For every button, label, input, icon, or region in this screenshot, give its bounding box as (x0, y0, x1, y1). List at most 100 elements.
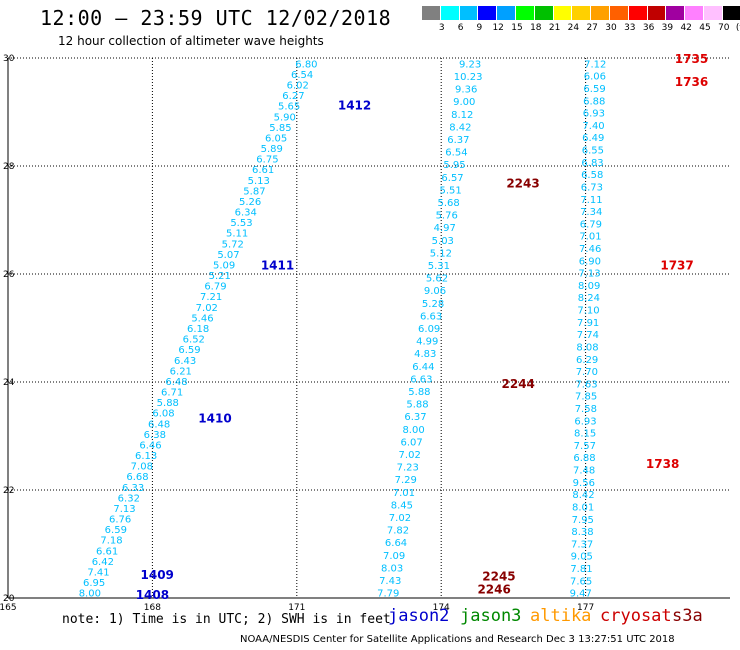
colorbar-tick-label: 12 (492, 23, 504, 33)
wave-height-value: 5.11 (226, 229, 248, 240)
wave-height-value: 7.01 (393, 488, 415, 499)
wave-height-value: 5.88 (406, 400, 428, 411)
x-tick-label: 165 (0, 603, 17, 613)
colorbar-swatch (422, 6, 440, 20)
wave-height-value: 5.87 (243, 186, 265, 197)
wave-height-value: 6.54 (445, 148, 467, 159)
wave-height-value: 6.48 (148, 419, 170, 430)
pass-time-label: 2246 (477, 582, 510, 596)
wave-height-value: 5.65 (278, 102, 300, 113)
wave-height-value: 6.54 (291, 70, 313, 81)
colorbar-tick-label: 45 (699, 23, 711, 33)
wave-height-value: 6.93 (574, 416, 596, 427)
pass-time-label: 1409 (141, 568, 174, 582)
chart-subtitle: 12 hour collection of altimeter wave hei… (58, 34, 324, 48)
wave-height-value: 6.44 (412, 362, 434, 373)
colorbar-tick-label: 36 (642, 23, 655, 33)
colorbar-swatch (685, 6, 703, 20)
wave-height-value: 7.46 (579, 244, 601, 255)
wave-height-value: 7.21 (200, 292, 222, 303)
wave-height-value: 6.05 (265, 133, 287, 144)
legend-altika: altika (530, 606, 592, 626)
pass-time-label: 1738 (646, 457, 679, 471)
colorbar-tick-label: 21 (548, 23, 561, 33)
wave-height-value: 7.63 (575, 379, 597, 390)
wave-height-value: 9.06 (424, 286, 446, 297)
wave-height-value: 9.00 (453, 97, 475, 108)
wave-height-value: 6.80 (295, 59, 317, 70)
wave-height-value: 7.57 (574, 441, 596, 452)
wave-height-value: 5.09 (213, 260, 235, 271)
wave-height-value: 6.34 (235, 208, 257, 219)
pass-time-label: 1408 (136, 588, 169, 602)
wave-height-value: 6.83 (581, 158, 603, 169)
pass-time-label: 2244 (502, 377, 535, 391)
colorbar-swatch (647, 6, 666, 20)
colorbar-swatch (610, 6, 628, 20)
wave-height-value: 6.73 (581, 182, 603, 193)
wave-height-value: 6.61 (252, 165, 274, 176)
wave-height-value: 6.13 (135, 451, 157, 462)
wave-height-value: 7.18 (100, 536, 122, 547)
wave-height-value: 6.18 (187, 324, 209, 335)
colorbar-tick-label: 9 (476, 23, 483, 33)
colorbar-tick-label: 39 (661, 23, 674, 33)
wave-height-value: 6.07 (400, 437, 422, 448)
wave-height-value: 7.01 (579, 232, 601, 243)
wave-height-value: 6.02 (287, 81, 309, 92)
wave-height-value: 7.82 (387, 526, 409, 537)
wave-height-value: 9.23 (459, 59, 481, 70)
wave-height-value: 7.58 (575, 404, 597, 415)
wave-height-value: 6.43 (174, 356, 196, 367)
wave-height-value: 7.40 (582, 121, 604, 132)
colorbar-swatch (497, 6, 515, 20)
y-tick-label: 24 (3, 378, 15, 388)
wave-height-value: 6.42 (92, 557, 114, 568)
pass-time-label: 2245 (482, 569, 515, 583)
wave-height-value: 7.95 (572, 515, 594, 526)
wave-height-value: 5.46 (191, 313, 213, 324)
wave-height-value: 6.64 (385, 538, 407, 549)
wave-height-value: 6.55 (582, 146, 604, 157)
wave-height-value: 5.07 (217, 250, 239, 261)
pass-time-label: 2243 (506, 176, 539, 190)
colorbar-tick-label: 27 (586, 23, 598, 33)
colorbar-swatch (628, 6, 647, 20)
wave-height-value: 7.65 (570, 576, 592, 587)
wave-height-value: 9.56 (573, 478, 595, 489)
wave-height-value: 7.11 (580, 195, 602, 206)
colorbar-swatch (459, 6, 478, 20)
legend-s3a: s3a (672, 606, 703, 626)
wave-height-value: 9.36 (455, 85, 477, 96)
wave-height-value: 7.37 (571, 539, 593, 550)
wave-height-value: 6.52 (183, 335, 205, 346)
wave-height-value: 6.75 (256, 155, 278, 166)
wave-height-value: 5.03 (432, 236, 454, 247)
pass-time-label: 1736 (675, 75, 708, 89)
wave-height-value: 6.21 (170, 366, 192, 377)
wave-height-value: 6.48 (165, 377, 187, 388)
wave-height-value: 6.49 (582, 133, 604, 144)
wave-height-value: 8.00 (402, 425, 424, 436)
wave-height-value: 6.08 (152, 409, 174, 420)
wave-height-value: 6.95 (83, 578, 105, 589)
legend-jason2: jason2 (388, 606, 450, 626)
wave-height-value: 6.79 (204, 282, 226, 293)
units-note: note: 1) Time is in UTC; 2) SWH is in fe… (62, 612, 391, 627)
colorbar-tick-label: 70 (718, 23, 730, 33)
wave-height-value: 8.12 (451, 110, 473, 121)
wave-height-value: 8.01 (572, 502, 594, 513)
wave-height-value: 6.59 (583, 84, 605, 95)
wave-height-value: 7.12 (584, 59, 606, 70)
wave-height-value: 5.21 (209, 271, 231, 282)
wave-height-value: 6.38 (144, 430, 166, 441)
wave-height-value: 5.62 (426, 274, 448, 285)
wave-height-value: 6.27 (282, 91, 304, 102)
wave-height-value: 8.15 (574, 429, 596, 440)
wave-height-value: 5.72 (222, 239, 244, 250)
wave-height-value: 6.37 (447, 135, 469, 146)
wave-height-value: 6.93 (583, 109, 605, 120)
wave-height-value: 5.53 (230, 218, 252, 229)
wave-height-value: 8.00 (79, 589, 101, 600)
